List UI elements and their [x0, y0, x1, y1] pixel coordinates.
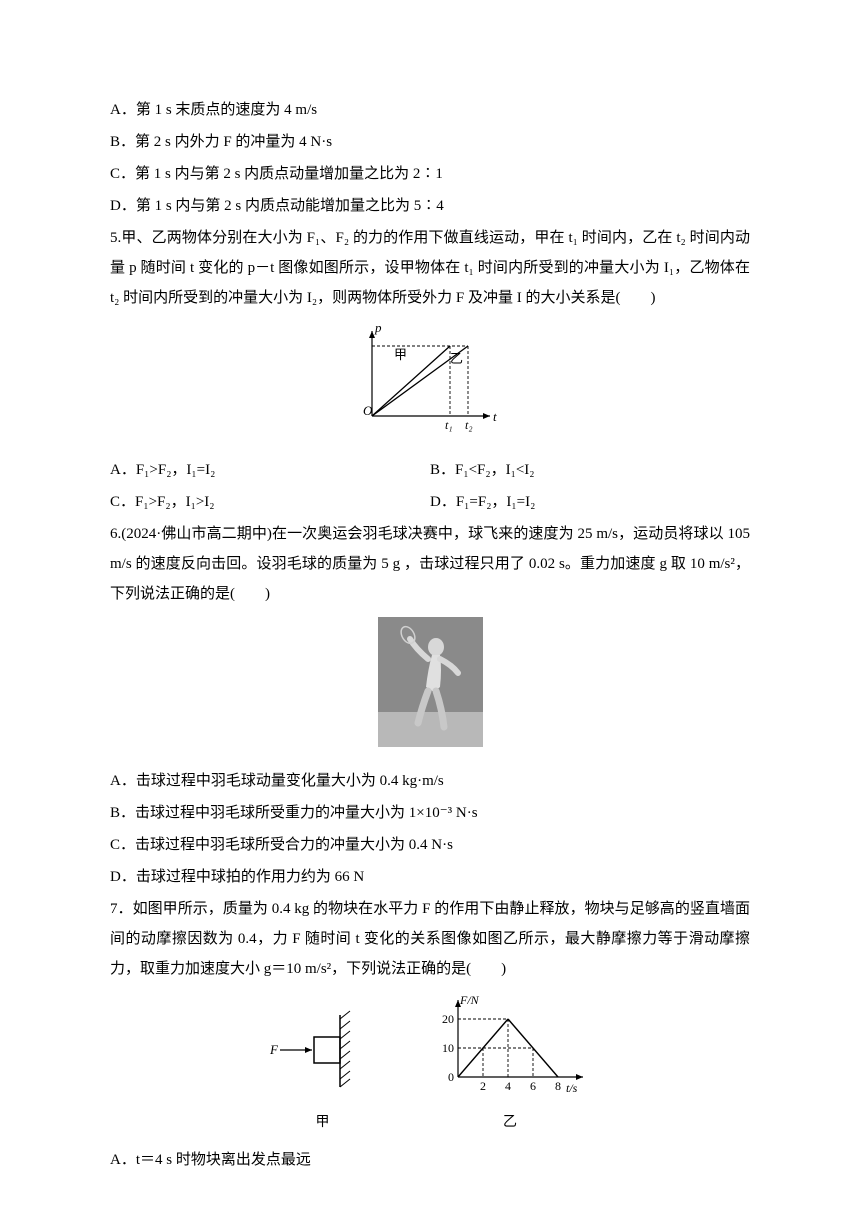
y20: 20 [442, 1012, 454, 1026]
q6-stem: 6.(2024·佛山市高二期中)在一次奥运会羽毛球决赛中，球飞来的速度为 25 … [110, 519, 750, 609]
q5-option-b: B．F₁<F₂，I₁<I₂ [430, 455, 750, 485]
q5-option-a: A．F₁>F₂，I₁=I₂ [110, 455, 430, 485]
fn-label: F/N [459, 993, 480, 1007]
jia-label: 甲 [394, 347, 407, 362]
q4-option-b: B．第 2 s 内外力 F 的冲量为 4 N·s [110, 127, 750, 157]
q6-option-b: B．击球过程中羽毛球所受重力的冲量大小为 1×10⁻³ N·s [110, 798, 750, 828]
q4-option-c: C．第 1 s 内与第 2 s 内质点动量增加量之比为 2∶1 [110, 159, 750, 189]
origin-label: O [363, 403, 373, 418]
yi-label: 乙 [450, 351, 463, 366]
q6-option-c: C．击球过程中羽毛球所受合力的冲量大小为 0.4 N·s [110, 830, 750, 860]
q4-option-d: D．第 1 s 内与第 2 s 内质点动能增加量之比为 5∶4 [110, 191, 750, 221]
q6-image [110, 617, 750, 758]
q6-option-d: D．击球过程中球拍的作用力约为 66 N [110, 862, 750, 892]
q5-stem: 5.甲、乙两物体分别在大小为 F₁、F₂ 的力的作用下做直线运动，甲在 t₁ 时… [110, 223, 750, 313]
x8: 8 [555, 1079, 561, 1093]
q4-option-a: A．第 1 s 末质点的速度为 4 m/s [110, 95, 750, 125]
q5-graph: O p t t₁ t₂ 甲 乙 [110, 321, 750, 447]
q5-option-c: C．F₁>F₂，I₁>I₂ [110, 487, 430, 517]
q5-option-d: D．F₁=F₂，I₁=I₂ [430, 487, 750, 517]
force-label: F [269, 1042, 279, 1057]
p-axis-label: p [374, 321, 382, 335]
ts-label: t/s [566, 1081, 578, 1095]
x6: 6 [530, 1079, 536, 1093]
fig-jia-label: 甲 [268, 1109, 378, 1137]
fig-yi-label: 乙 [428, 1109, 593, 1137]
x4: 4 [505, 1079, 511, 1093]
q6-option-a: A．击球过程中羽毛球动量变化量大小为 0.4 kg·m/s [110, 766, 750, 796]
q7-figures: F 甲 F/N t/s 0 10 20 2 4 [110, 992, 750, 1137]
t2-label: t₂ [465, 418, 473, 432]
t-axis-label: t [493, 409, 497, 424]
q7-stem: 7．如图甲所示，质量为 0.4 kg 的物块在水平力 F 的作用下由静止释放，物… [110, 894, 750, 984]
q7-option-a: A．t＝4 s 时物块离出发点最远 [110, 1145, 750, 1175]
t1-label: t₁ [445, 418, 453, 432]
y0: 0 [448, 1070, 454, 1084]
x2: 2 [480, 1079, 486, 1093]
y10: 10 [442, 1041, 454, 1055]
